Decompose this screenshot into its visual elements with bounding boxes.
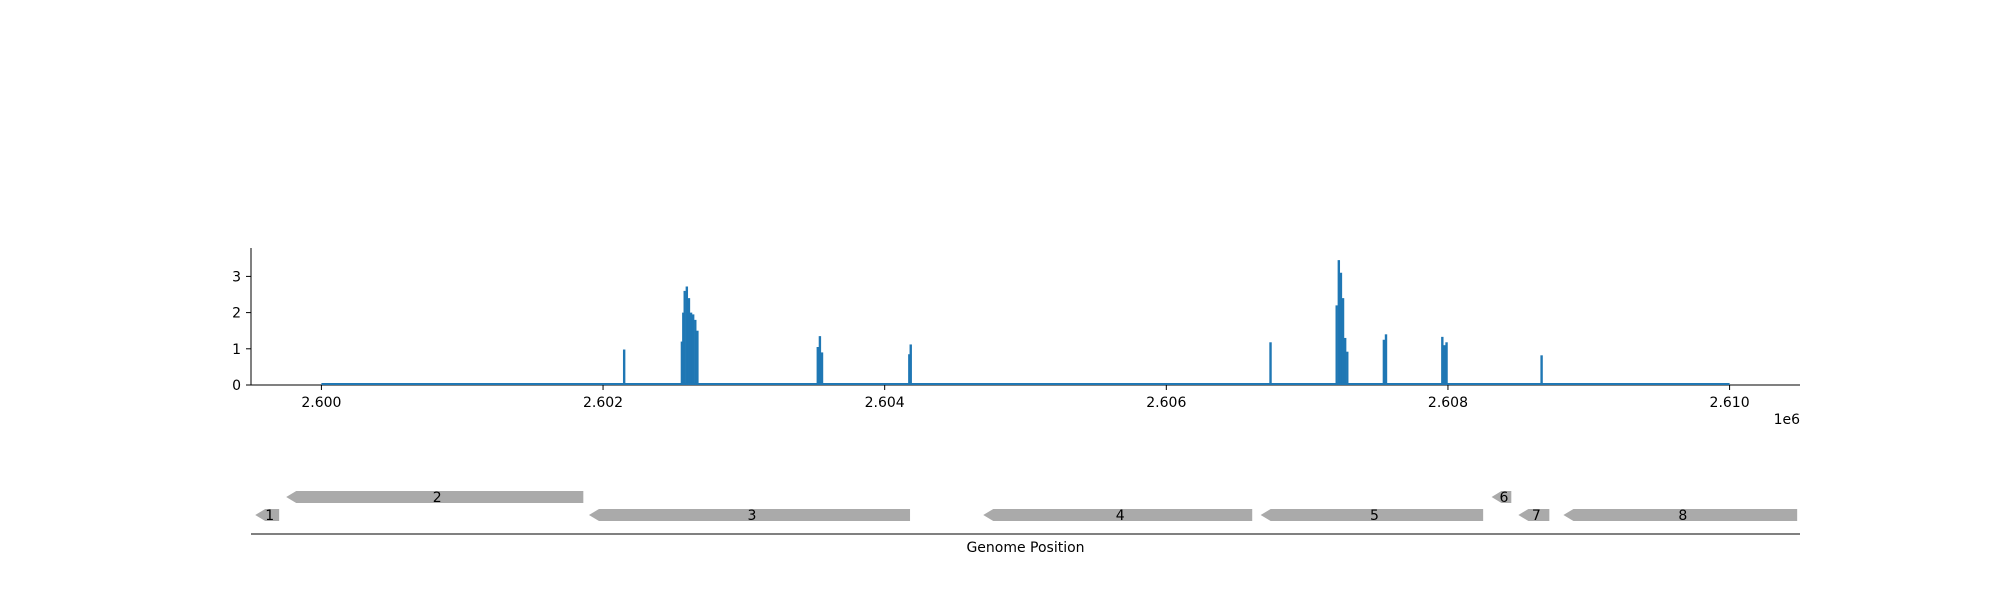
x-tick-label: 2.610 xyxy=(1710,395,1750,411)
gene-arrows: 1 2 3 4 5 6 7 8 xyxy=(255,490,1798,524)
coverage-series xyxy=(321,260,1730,385)
gene-label: 2 xyxy=(433,490,442,506)
x-tick-label: 2.602 xyxy=(583,395,623,411)
y-tick-label: 2 xyxy=(232,306,241,322)
y-tick-label: 1 xyxy=(232,342,241,358)
gene-label: 6 xyxy=(1499,490,1508,506)
gene-arrow xyxy=(983,509,1253,521)
y-tick-label: 0 xyxy=(232,378,241,394)
gene-arrow xyxy=(588,509,911,521)
gene-arrow xyxy=(1518,509,1550,521)
gene-arrow xyxy=(286,491,584,503)
gene-track: 1 2 3 4 5 6 7 8 Genome Position xyxy=(251,490,1800,556)
gene-label: 8 xyxy=(1678,508,1687,524)
gene-arrow xyxy=(1491,491,1512,503)
gene-label: 1 xyxy=(265,508,274,524)
x-tick-label: 2.606 xyxy=(1146,395,1186,411)
gene-arrow xyxy=(255,509,280,521)
coverage-plot: 2.600 2.602 2.604 2.606 2.608 2.610 0 1 2 3 1e6 xyxy=(232,248,1800,428)
x-tick-label: 2.608 xyxy=(1428,395,1468,411)
gene-label: 7 xyxy=(1532,508,1541,524)
gene-arrow xyxy=(1563,509,1798,521)
y-tick-label: 3 xyxy=(232,269,241,285)
x-tick-label: 2.600 xyxy=(301,395,341,411)
gene-arrow xyxy=(1260,509,1484,521)
x-axis-offset-label: 1e6 xyxy=(1774,412,1801,428)
y-axis-ticks: 0 1 2 3 xyxy=(232,269,251,394)
x-axis-ticks: 2.600 2.602 2.604 2.606 2.608 2.610 xyxy=(301,385,1750,411)
x-tick-label: 2.604 xyxy=(865,395,905,411)
gene-label: 5 xyxy=(1370,508,1379,524)
gene-label: 4 xyxy=(1116,508,1125,524)
x-axis-label: Genome Position xyxy=(966,540,1084,556)
gene-label: 3 xyxy=(748,508,757,524)
